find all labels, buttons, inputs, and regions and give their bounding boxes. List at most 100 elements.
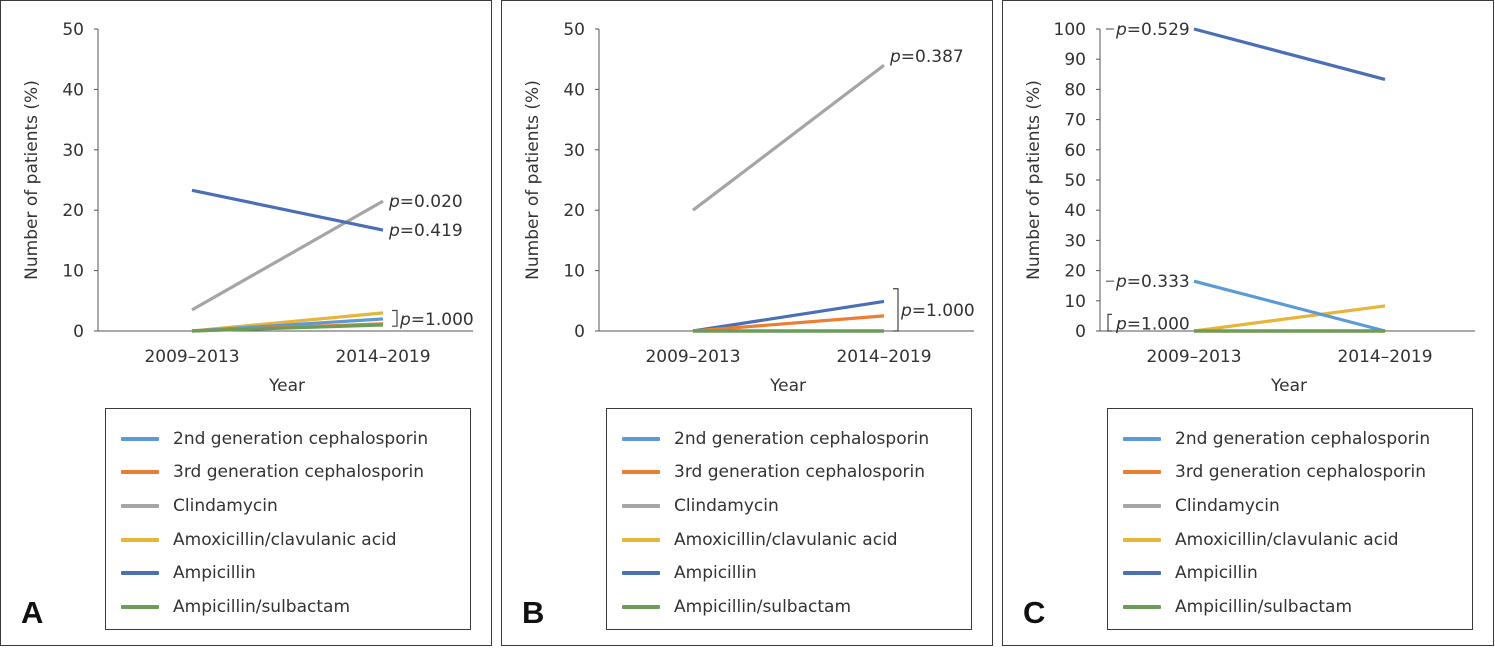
panel-a: 0 10 20 30 40 50 2009–2013 2014–2019 p=0.020 p=0.… bbox=[0, 0, 492, 646]
y-tick-label: 50 bbox=[563, 20, 585, 40]
y-tick-label: 30 bbox=[563, 141, 585, 161]
legend-item: Clindamycin bbox=[607, 495, 779, 517]
legend-swatch bbox=[1123, 437, 1161, 441]
y-tick-label: 0 bbox=[73, 322, 84, 342]
legend-item: 2nd generation cephalosporin bbox=[1108, 428, 1430, 450]
legend-item: 2nd generation cephalosporin bbox=[106, 428, 428, 450]
legend-label: Ampicillin/sulbactam bbox=[674, 597, 851, 617]
legend-label: 2nd generation cephalosporin bbox=[674, 429, 930, 449]
legend-swatch bbox=[622, 504, 660, 508]
x-tick-label: 2014–2019 bbox=[836, 347, 931, 367]
legend-label: Clindamycin bbox=[1175, 496, 1280, 516]
legend-item: Ampicillin bbox=[1108, 562, 1258, 584]
legend-swatch bbox=[121, 538, 159, 542]
legend: 2nd generation cephalosporin 3rd generat… bbox=[1107, 408, 1473, 630]
y-tick-label: 60 bbox=[1064, 141, 1086, 161]
legend: 2nd generation cephalosporin 3rd generat… bbox=[606, 408, 972, 630]
y-axis-label: Number of patients (%) bbox=[22, 80, 42, 280]
y-tick-label: 30 bbox=[62, 141, 84, 161]
y-axis-label: Number of patients (%) bbox=[1024, 80, 1044, 280]
p-value-label: p=1.000 bbox=[1115, 314, 1190, 334]
p-value-label: p=0.529 bbox=[1115, 20, 1190, 40]
panel-letter: C bbox=[1023, 595, 1046, 630]
x-tick-label: 2009–2013 bbox=[645, 347, 740, 367]
series-line bbox=[191, 199, 384, 312]
legend-item: 2nd generation cephalosporin bbox=[607, 428, 929, 450]
series-line bbox=[1193, 304, 1386, 333]
y-tick-label: 0 bbox=[1075, 322, 1086, 342]
legend-swatch bbox=[622, 571, 660, 575]
legend-swatch bbox=[121, 470, 159, 474]
p-value-label: p=1.000 bbox=[900, 301, 975, 321]
legend-item: Clindamycin bbox=[106, 495, 278, 517]
legend-label: 3rd generation cephalosporin bbox=[1175, 462, 1427, 482]
x-axis-label: Year bbox=[1271, 376, 1307, 396]
legend-swatch bbox=[622, 470, 660, 474]
legend-label: Ampicillin/sulbactam bbox=[173, 597, 350, 617]
x-tick-label: 2009–2013 bbox=[144, 347, 239, 367]
p-value-label: p=0.333 bbox=[1115, 272, 1190, 292]
legend-label: 3rd generation cephalosporin bbox=[674, 462, 926, 482]
legend-label: 3rd generation cephalosporin bbox=[173, 462, 425, 482]
chart-a: 0 10 20 30 40 50 2009–2013 2014–2019 p=0.020 p=0.… bbox=[62, 20, 474, 367]
legend-item: Ampicillin/sulbactam bbox=[1108, 596, 1352, 618]
y-tick-label: 20 bbox=[563, 201, 585, 221]
legend-item: Amoxicillin/clavulanic acid bbox=[106, 529, 397, 551]
series-line bbox=[191, 323, 384, 333]
x-tick-label: 2014–2019 bbox=[335, 347, 430, 367]
legend-swatch bbox=[622, 437, 660, 441]
y-tick-label: 80 bbox=[1064, 80, 1086, 100]
series-line bbox=[692, 314, 885, 333]
legend-item: 3rd generation cephalosporin bbox=[106, 461, 424, 483]
x-axis-label: Year bbox=[269, 376, 305, 396]
x-axis-label: Year bbox=[770, 376, 806, 396]
y-tick-label: 50 bbox=[62, 20, 84, 40]
legend-label: Clindamycin bbox=[173, 496, 278, 516]
y-tick-label: 90 bbox=[1064, 50, 1086, 70]
y-tick-label: 0 bbox=[574, 322, 585, 342]
series-line bbox=[692, 299, 885, 333]
legend-swatch bbox=[121, 571, 159, 575]
panel-b: 0 10 20 30 40 50 2009–2013 2014–2019 p=0.387 p=1.… bbox=[501, 0, 993, 646]
y-tick-label: 100 bbox=[1054, 20, 1086, 40]
legend-item: Ampicillin/sulbactam bbox=[106, 596, 350, 618]
legend-label: Amoxicillin/clavulanic acid bbox=[1175, 530, 1399, 550]
y-tick-label: 10 bbox=[563, 262, 585, 282]
legend-item: Amoxicillin/clavulanic acid bbox=[1108, 529, 1399, 551]
legend-label: 2nd generation cephalosporin bbox=[173, 429, 429, 449]
legend-swatch bbox=[1123, 504, 1161, 508]
y-tick-label: 20 bbox=[62, 201, 84, 221]
p-value-label: p=0.020 bbox=[388, 192, 463, 212]
legend-swatch bbox=[1123, 470, 1161, 474]
panel-letter: B bbox=[522, 595, 545, 630]
legend-item: 3rd generation cephalosporin bbox=[607, 461, 925, 483]
p-value-label: p=0.419 bbox=[388, 221, 463, 241]
legend-label: Ampicillin bbox=[173, 563, 256, 583]
legend-swatch bbox=[622, 605, 660, 609]
legend-label: Clindamycin bbox=[674, 496, 779, 516]
y-tick-label: 40 bbox=[1064, 201, 1086, 221]
legend-swatch bbox=[121, 605, 159, 609]
panel-c: 0 10 20 30 40 50 60 70 80 90 100 2009–2013 2014–2019… bbox=[1002, 0, 1494, 646]
legend-label: 2nd generation cephalosporin bbox=[1175, 429, 1431, 449]
legend-swatch bbox=[622, 538, 660, 542]
series-line bbox=[692, 63, 885, 212]
y-tick-label: 30 bbox=[1064, 231, 1086, 251]
y-tick-label: 70 bbox=[1064, 111, 1086, 131]
chart-c: 0 10 20 30 40 50 60 70 80 90 100 2009–2013 2014–2019… bbox=[1054, 20, 1475, 367]
legend-label: Amoxicillin/clavulanic acid bbox=[674, 530, 898, 550]
p-value-label: p=1.000 bbox=[399, 310, 474, 330]
panel-letter: A bbox=[21, 595, 44, 630]
legend-label: Ampicillin bbox=[1175, 563, 1258, 583]
legend-item: Ampicillin bbox=[607, 562, 757, 584]
annotation-bracket bbox=[1107, 313, 1112, 332]
series-line bbox=[1193, 27, 1386, 81]
y-tick-label: 10 bbox=[62, 262, 84, 282]
y-tick-label: 40 bbox=[62, 80, 84, 100]
legend-swatch bbox=[1123, 538, 1161, 542]
legend-swatch bbox=[1123, 605, 1161, 609]
annotation-bracket bbox=[893, 288, 899, 332]
y-tick-label: 40 bbox=[563, 80, 585, 100]
series-line bbox=[191, 188, 384, 232]
legend: 2nd generation cephalosporin 3rd generat… bbox=[105, 408, 471, 630]
